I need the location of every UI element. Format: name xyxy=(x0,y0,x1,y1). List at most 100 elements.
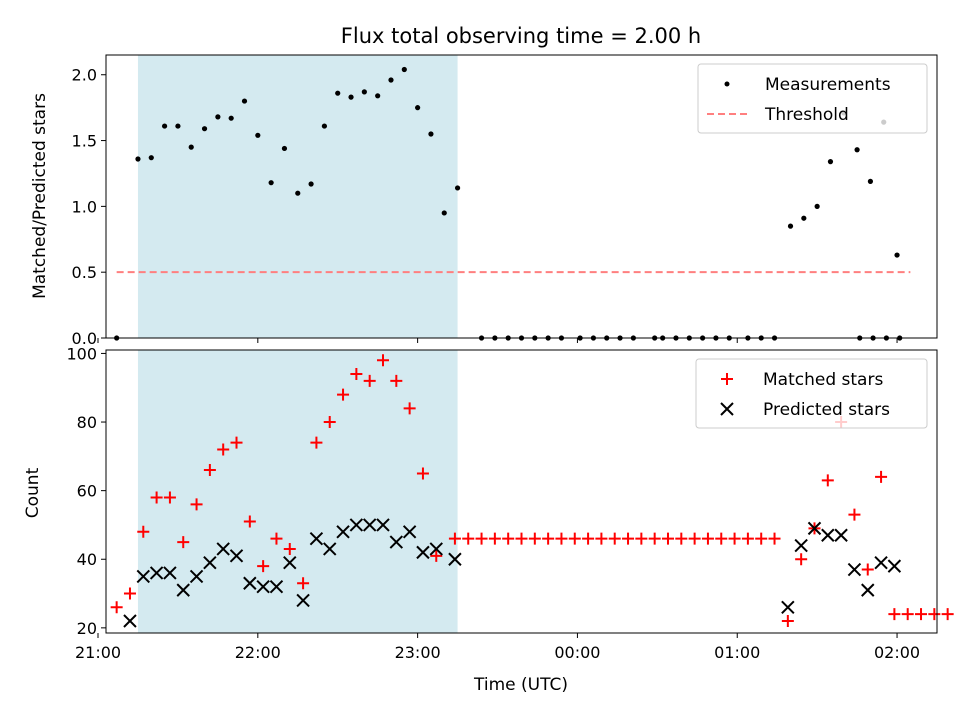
x-axis-label: Time (UTC) xyxy=(473,675,568,695)
x-tick-label: 01:00 xyxy=(714,643,760,662)
matched-star-point xyxy=(915,608,928,621)
predicted-star-point xyxy=(136,569,150,584)
matched-star-point xyxy=(555,532,568,545)
matched-star-point xyxy=(715,532,728,545)
measurement-point xyxy=(268,180,274,186)
matched-star-point xyxy=(502,532,515,545)
measurement-point xyxy=(454,185,461,191)
matched-star-point xyxy=(688,532,701,545)
matched-star-point xyxy=(123,587,136,600)
predicted-star-point xyxy=(376,518,390,532)
predicted-star-point xyxy=(336,525,350,539)
predicted-legend-marker xyxy=(720,402,734,416)
predicted-star-point xyxy=(781,600,795,614)
measurement-point xyxy=(335,90,341,96)
measurement-point xyxy=(428,131,434,137)
predicted-star-point xyxy=(256,579,270,594)
matched-star-point xyxy=(888,608,901,621)
x-tick-label: 22:00 xyxy=(235,643,281,662)
matched-star-point xyxy=(542,532,555,545)
matched-star-point xyxy=(403,402,416,415)
measurement-point xyxy=(375,93,381,99)
measurement-point xyxy=(295,190,301,196)
bottom-panel: 20 40 60 80 100 21:00 22:00 23:00 00:00 01:00 02:… xyxy=(23,344,954,695)
matched-star-point xyxy=(675,532,688,545)
top-legend-box xyxy=(697,63,928,134)
matched-star-point xyxy=(323,416,336,429)
matched-star-point xyxy=(163,491,176,504)
measurement-point xyxy=(201,126,208,132)
matched-star-point xyxy=(622,532,635,545)
y-tick-label: 0.5 xyxy=(72,263,97,282)
matched-star-point xyxy=(310,436,323,449)
measurement-point xyxy=(255,132,261,138)
x-tick-label: 02:00 xyxy=(874,643,920,662)
x-tick-label: 23:00 xyxy=(395,643,441,662)
bottom-plot-frame xyxy=(105,349,938,634)
matched-star-point xyxy=(848,508,861,521)
predicted-star-point xyxy=(323,542,337,556)
matched-star-point xyxy=(488,532,501,545)
matched-star-point xyxy=(741,532,754,545)
predicted-legend-label: Predicted stars xyxy=(763,400,890,420)
matched-star-point xyxy=(701,532,714,545)
y-tick-label: 80 xyxy=(77,413,97,432)
matched-star-point xyxy=(928,608,941,621)
bottom-y-axis-label: Count xyxy=(23,467,43,518)
top-panel: 0.00.51.01.52.0 Matched/Predicted stars … xyxy=(30,54,938,348)
bottom-series xyxy=(110,354,954,628)
measurement-point xyxy=(161,123,168,129)
matched-star-point xyxy=(661,532,674,545)
measurement-point xyxy=(801,215,807,221)
predicted-star-point xyxy=(229,549,244,563)
measurement-point xyxy=(361,89,367,95)
matched-star-point xyxy=(528,532,541,545)
predicted-star-point xyxy=(847,562,862,577)
predicted-star-point xyxy=(362,518,377,532)
matched-star-point xyxy=(297,577,310,590)
measurement-point xyxy=(401,66,407,73)
predicted-star-point xyxy=(389,535,404,549)
predicted-star-point xyxy=(243,576,257,590)
matched-star-point xyxy=(177,536,190,549)
measurement-point xyxy=(827,159,834,165)
measurement-point xyxy=(148,155,154,161)
predicted-star-point xyxy=(402,525,417,539)
matched-legend-marker xyxy=(721,373,733,385)
measurements-legend-marker xyxy=(724,81,730,87)
measurement-point xyxy=(415,105,421,111)
predicted-star-point xyxy=(123,614,137,628)
matched-star-point xyxy=(363,374,376,387)
predicted-star-point xyxy=(309,531,324,546)
predicted-star-point xyxy=(821,528,835,542)
predicted-star-point xyxy=(416,545,430,560)
measurement-point xyxy=(321,123,328,129)
predicted-star-point xyxy=(149,566,164,580)
threshold-legend-label: Threshold xyxy=(764,105,849,125)
predicted-star-point xyxy=(203,555,217,570)
bottom-y-axis: 20 40 60 80 100 xyxy=(66,344,106,638)
measurement-point xyxy=(175,123,181,129)
top-y-axis-label: Matched/Predicted stars xyxy=(30,93,50,299)
matched-star-point xyxy=(150,491,163,504)
matched-star-point xyxy=(768,532,781,545)
predicted-star-point xyxy=(794,538,808,553)
matched-star-point xyxy=(795,553,808,566)
matched-legend-label: Matched stars xyxy=(763,370,883,390)
measurement-point xyxy=(215,114,221,120)
measurement-point xyxy=(188,144,194,150)
measurement-point xyxy=(228,115,234,121)
predicted-star-point xyxy=(874,555,888,570)
predicted-star-point xyxy=(807,521,822,536)
matched-star-point xyxy=(568,532,581,545)
matched-star-point xyxy=(257,560,270,573)
matched-star-point xyxy=(462,532,475,545)
matched-star-point xyxy=(270,532,283,545)
matched-star-point xyxy=(283,542,296,555)
y-tick-label: 60 xyxy=(77,482,97,501)
top-plot-frame xyxy=(105,54,938,339)
chart-title: Flux total observing time = 2.00 h xyxy=(341,24,701,48)
y-tick-label: 100 xyxy=(66,344,97,363)
matched-star-point xyxy=(608,532,621,545)
